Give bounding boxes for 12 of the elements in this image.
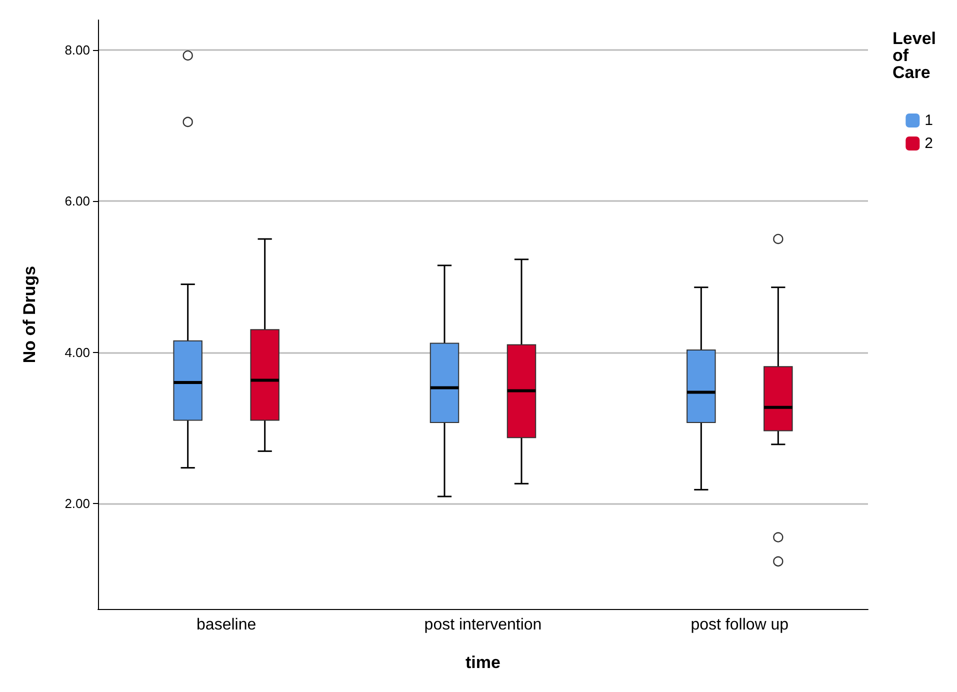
x-tick-label: post follow up bbox=[690, 616, 789, 634]
legend-label: 2 bbox=[924, 135, 933, 152]
legend-label: 1 bbox=[924, 112, 933, 129]
x-tick-label: baseline bbox=[196, 616, 256, 634]
y-axis-title: No of Drugs bbox=[20, 266, 39, 364]
y-tick-label: 2.00 bbox=[64, 496, 90, 511]
y-tick-label: 6.00 bbox=[64, 194, 90, 209]
y-tick-label: 8.00 bbox=[64, 42, 90, 58]
x-axis-title: time bbox=[466, 653, 500, 672]
y-tick-label: 4.00 bbox=[64, 344, 90, 360]
x-tick-label: post intervention bbox=[424, 616, 542, 634]
legend-title: Level of Care bbox=[892, 29, 936, 82]
